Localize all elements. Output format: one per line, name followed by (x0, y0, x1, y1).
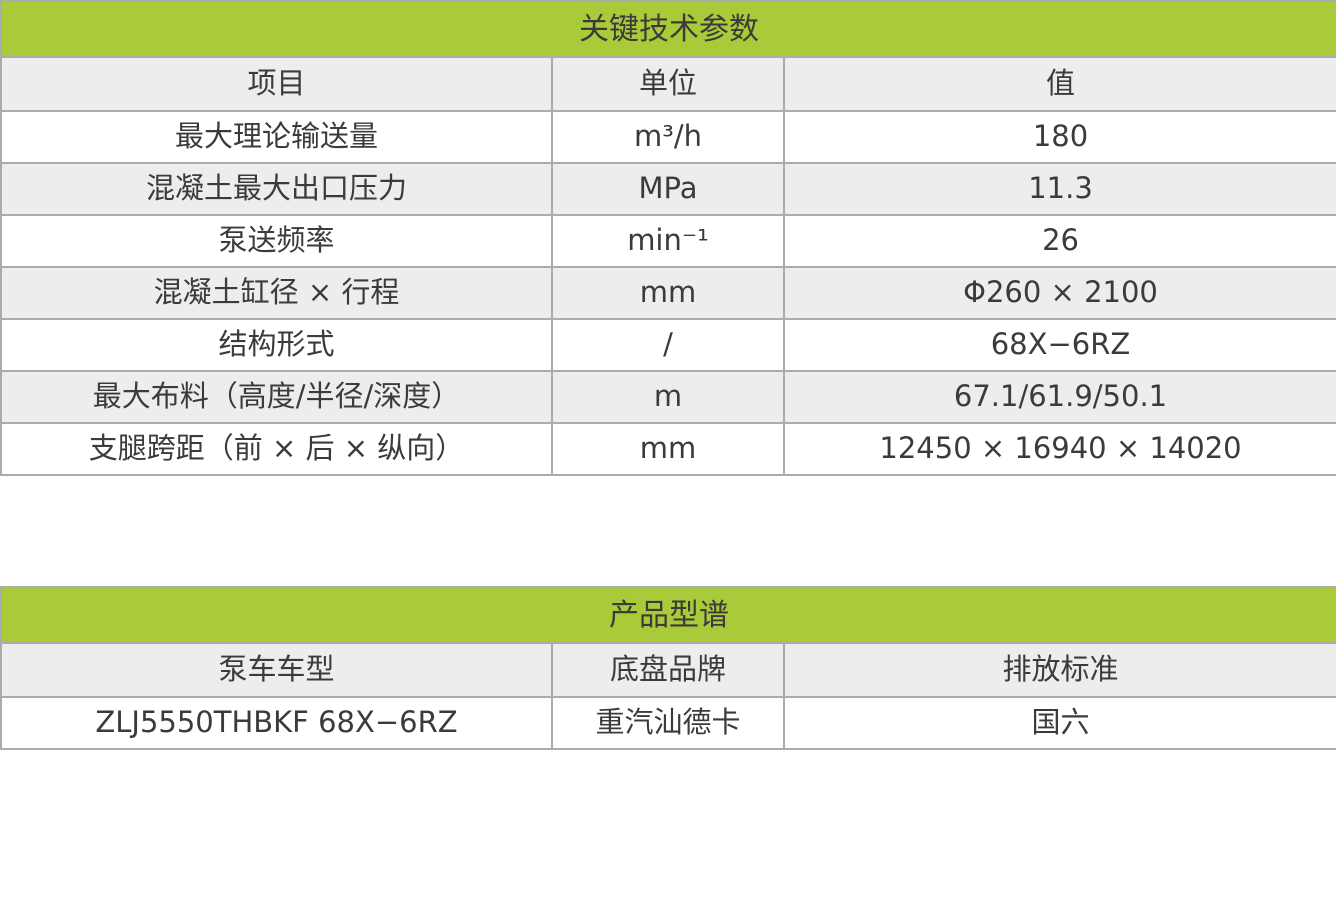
column-header-item: 项目 (0, 56, 553, 112)
cell-value: 12450 × 16940 × 14020 (782, 422, 1336, 476)
table-title: 产品型谱 (0, 586, 1336, 644)
cell-value: 67.1/61.9/50.1 (782, 370, 1336, 424)
cell-unit: m (551, 370, 785, 424)
cell-chassis: 重汽汕德卡 (551, 696, 785, 750)
page: 关键技术参数 项目 单位 值 最大理论输送量 m³/h 180 混凝土最大出口压… (0, 0, 1336, 750)
table-row: 最大理论输送量 m³/h 180 (0, 110, 1336, 164)
cell-unit: mm (551, 422, 785, 476)
table-title-row: 产品型谱 (0, 586, 1336, 644)
product-lineup-table: 产品型谱 泵车车型 底盘品牌 排放标准 ZLJ5550THBKF 68X−6RZ… (0, 586, 1336, 750)
column-header-emission: 排放标准 (782, 642, 1336, 698)
cell-unit: m³/h (551, 110, 785, 164)
column-header-unit: 单位 (551, 56, 785, 112)
table-row: 最大布料（高度/半径/深度） m 67.1/61.9/50.1 (0, 370, 1336, 424)
cell-emission: 国六 (782, 696, 1336, 750)
cell-item: 混凝土最大出口压力 (0, 162, 553, 216)
cell-value: 180 (782, 110, 1336, 164)
cell-item: 最大布料（高度/半径/深度） (0, 370, 553, 424)
cell-unit: MPa (551, 162, 785, 216)
column-header-model: 泵车车型 (0, 642, 553, 698)
cell-item: 最大理论输送量 (0, 110, 553, 164)
column-header-chassis: 底盘品牌 (551, 642, 785, 698)
table-row: 结构形式 / 68X−6RZ (0, 318, 1336, 372)
cell-unit: mm (551, 266, 785, 320)
cell-item: 混凝土缸径 × 行程 (0, 266, 553, 320)
table-row: 支腿跨距（前 × 后 × 纵向） mm 12450 × 16940 × 1402… (0, 422, 1336, 476)
cell-value: 11.3 (782, 162, 1336, 216)
cell-unit: min⁻¹ (551, 214, 785, 268)
cell-value: 68X−6RZ (782, 318, 1336, 372)
cell-item: 结构形式 (0, 318, 553, 372)
cell-value: Φ260 × 2100 (782, 266, 1336, 320)
key-parameters-table: 关键技术参数 项目 单位 值 最大理论输送量 m³/h 180 混凝土最大出口压… (0, 0, 1336, 476)
cell-item: 支腿跨距（前 × 后 × 纵向） (0, 422, 553, 476)
table-row: 混凝土最大出口压力 MPa 11.3 (0, 162, 1336, 216)
cell-value: 26 (782, 214, 1336, 268)
table-title-row: 关键技术参数 (0, 0, 1336, 58)
table-row: ZLJ5550THBKF 68X−6RZ 重汽汕德卡 国六 (0, 696, 1336, 750)
table-title: 关键技术参数 (0, 0, 1336, 58)
table-row: 泵送频率 min⁻¹ 26 (0, 214, 1336, 268)
table-row: 混凝土缸径 × 行程 mm Φ260 × 2100 (0, 266, 1336, 320)
column-header-value: 值 (782, 56, 1336, 112)
cell-item: 泵送频率 (0, 214, 553, 268)
cell-unit: / (551, 318, 785, 372)
column-header-row: 项目 单位 值 (0, 56, 1336, 112)
column-header-row: 泵车车型 底盘品牌 排放标准 (0, 642, 1336, 698)
cell-model: ZLJ5550THBKF 68X−6RZ (0, 696, 553, 750)
